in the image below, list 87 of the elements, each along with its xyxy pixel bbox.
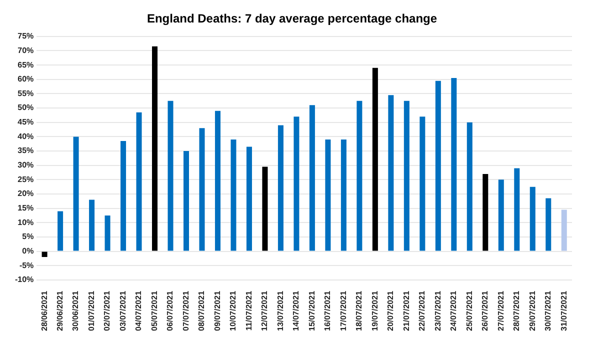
x-tick-label: 03/07/2021	[118, 290, 128, 332]
x-tick-label: 12/07/2021	[260, 290, 270, 332]
y-tick-label: 65%	[18, 60, 34, 70]
x-tick-label: 30/07/2021	[544, 290, 553, 332]
y-tick-label: -5%	[19, 260, 34, 270]
x-tick-label: 07/07/2021	[181, 290, 190, 332]
bar	[246, 146, 252, 251]
x-tick-label: 17/07/2021	[338, 290, 348, 332]
x-tick-label: 16/07/2021	[323, 290, 332, 332]
x-tick-label: 23/07/2021	[433, 290, 442, 332]
bar	[404, 100, 410, 251]
y-tick-label: 60%	[18, 74, 34, 84]
y-tick-label: 0%	[22, 246, 34, 256]
x-tick-label: 22/07/2021	[418, 290, 427, 332]
bar	[372, 68, 378, 251]
bar	[530, 186, 536, 251]
y-tick-label: 75%	[18, 32, 34, 41]
bar	[230, 140, 236, 251]
x-tick-label: 24/07/2021	[449, 290, 458, 332]
bar	[451, 78, 457, 251]
y-tick-label: -10%	[14, 275, 34, 284]
bar	[482, 174, 488, 251]
bar	[199, 128, 205, 251]
chart-title: England Deaths: 7 day average percentage change	[146, 12, 438, 26]
x-tick-label: 28/06/2021	[40, 290, 49, 332]
y-tick-label: 5%	[22, 232, 34, 242]
x-tick-label: 30/06/2021	[71, 290, 80, 332]
bar	[104, 215, 110, 251]
y-tick-label: 30%	[18, 160, 34, 170]
x-tick-label: 11/07/2021	[244, 290, 254, 331]
bar	[294, 116, 300, 251]
x-tick-label: 06/07/2021	[166, 290, 175, 332]
x-tick-label: 29/07/2021	[528, 290, 537, 332]
x-tick-label: 28/07/2021	[512, 290, 522, 332]
x-tick-label: 10/07/2021	[228, 290, 238, 332]
bar	[561, 210, 567, 251]
bar	[498, 180, 504, 251]
y-tick-label: 25%	[18, 174, 34, 184]
x-tick-label: 31/07/2021	[559, 290, 568, 332]
bar	[325, 140, 331, 251]
y-tick-label: 10%	[18, 218, 34, 227]
x-tick-label: 25/07/2021	[464, 290, 474, 332]
x-tick-label: 08/07/2021	[197, 290, 206, 332]
bar	[120, 140, 126, 251]
y-tick-label: 55%	[18, 88, 34, 98]
bar	[466, 122, 472, 251]
y-tick-label: 50%	[18, 103, 34, 112]
x-tick-label: 04/07/2021	[134, 290, 144, 332]
bar	[278, 125, 284, 251]
bar	[340, 140, 346, 251]
x-tick-label: 20/07/2021	[386, 290, 396, 332]
bar	[136, 112, 142, 251]
x-tick-label: 21/07/2021	[402, 290, 411, 332]
bar	[356, 100, 362, 251]
bar	[514, 168, 520, 251]
x-tick-label: 14/07/2021	[292, 290, 301, 332]
bar	[42, 252, 48, 258]
x-tick-label: 02/07/2021	[102, 290, 112, 332]
x-tick-label: 18/07/2021	[354, 290, 364, 332]
y-tick-label: 20%	[18, 189, 34, 198]
x-tick-label: 26/07/2021	[480, 290, 490, 332]
y-tick-label: 15%	[18, 204, 34, 213]
x-tick-label: 19/07/2021	[370, 290, 380, 332]
x-tick-label: 15/07/2021	[307, 290, 316, 332]
bar	[89, 200, 95, 251]
bar	[214, 110, 220, 251]
bar	[152, 46, 158, 251]
x-tick-label: 05/07/2021	[150, 290, 159, 332]
bar	[58, 211, 64, 251]
bar	[435, 80, 441, 251]
bar	[309, 105, 315, 251]
bar	[388, 95, 394, 251]
x-tick-label: 29/06/2021	[55, 290, 64, 332]
x-tick-label: 13/07/2021	[276, 290, 285, 332]
y-tick-label: 45%	[18, 118, 34, 127]
bar	[168, 100, 174, 251]
x-tick-label: 09/07/2021	[212, 290, 222, 332]
bar	[546, 198, 552, 251]
y-tick-label: 40%	[18, 132, 34, 141]
bar	[420, 116, 426, 251]
bar	[183, 151, 190, 251]
y-tick-label: 70%	[18, 46, 34, 55]
bar	[262, 166, 268, 251]
x-tick-label: 27/07/2021	[496, 290, 506, 332]
y-tick-label: 35%	[18, 146, 34, 156]
x-tick-label: 01/07/2021	[86, 290, 96, 332]
bar	[73, 136, 79, 251]
